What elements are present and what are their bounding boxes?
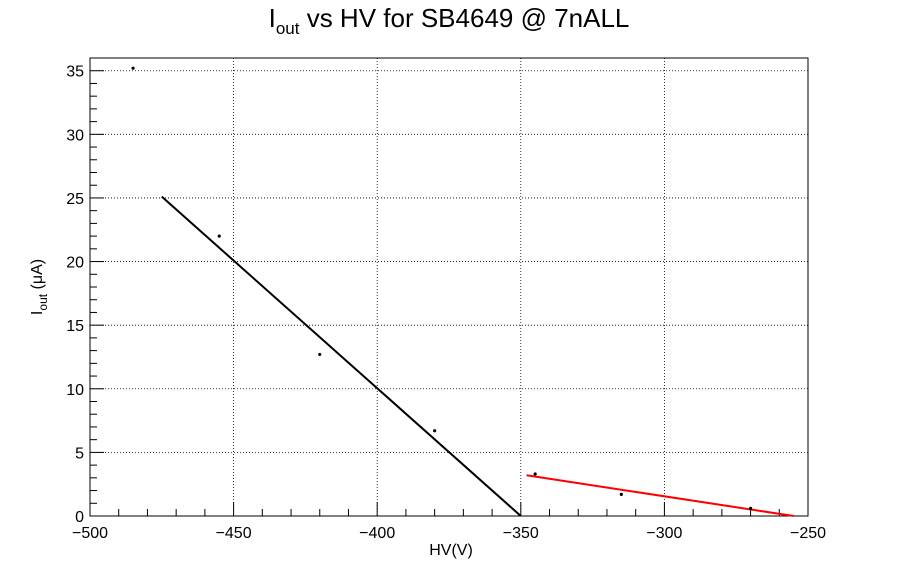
y-tick-label: 5 [75,445,84,462]
y-tick-label: 0 [75,509,84,526]
y-tick-label: 30 [66,127,84,144]
data-point [533,472,537,476]
fit-lines [161,195,794,517]
y-tick-label: 35 [66,64,84,81]
x-tick-label: −350 [503,525,539,542]
grid [90,58,808,516]
x-tick-label: −500 [72,525,108,542]
x-tick-label: −400 [359,525,395,542]
data-point [619,492,623,496]
x-axis-label: HV(V) [429,542,473,559]
plot-frame [89,57,809,517]
y-tick-label: 15 [66,318,84,335]
fit-line [526,474,794,517]
y-tick-label: 10 [66,382,84,399]
y-tick-label: 20 [66,255,84,272]
chart-title: Iout vs HV for SB4649 @ 7nALL [269,3,630,38]
data-point [433,429,437,433]
data-points [131,66,753,510]
data-point [318,352,322,357]
data-point [131,66,135,70]
y-tick-label: 25 [66,191,84,208]
fit-line [161,195,522,517]
x-tick-label: −450 [216,525,252,542]
data-point [217,234,221,238]
data-point [748,506,753,510]
ticks: −500 −450 −400 −350 −300 −250 0 5 10 15 20 25 30 35 [66,57,826,542]
x-tick-label: −250 [790,525,826,542]
y-axis-label: Iout (μA) [29,259,50,315]
x-tick-label: −300 [646,525,682,542]
